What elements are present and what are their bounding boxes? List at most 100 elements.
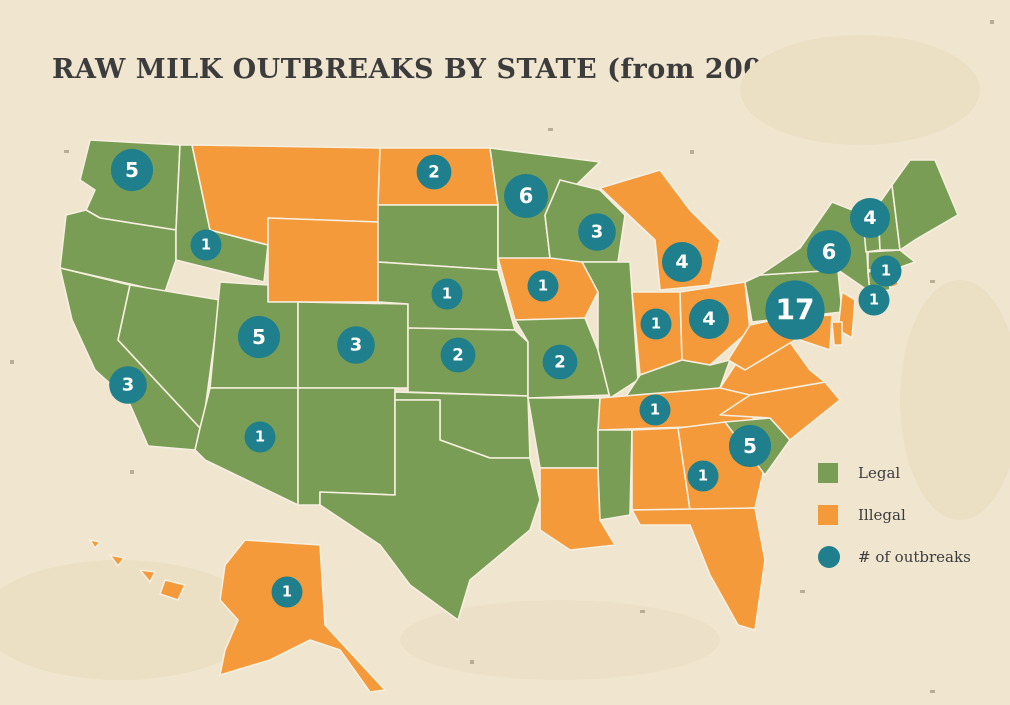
outbreak-circle: [110, 148, 154, 192]
outbreak-circle: [850, 198, 890, 238]
outbreak-count: 4: [863, 207, 876, 229]
outbreak-count: 1: [698, 468, 708, 485]
outbreak-badge-missouri: 2: [542, 344, 578, 380]
outbreak-count: 5: [252, 325, 266, 349]
legend-label-legal: Legal: [858, 464, 901, 482]
outbreak-circle: [431, 278, 463, 310]
outbreak-count: 2: [428, 163, 439, 182]
outbreak-badge-colorado: 3: [337, 326, 375, 364]
outbreak-badge-south-carolina: 5: [728, 424, 772, 468]
outbreak-count: 1: [538, 278, 548, 295]
outbreak-count: 1: [255, 429, 265, 446]
state-new-mexico: [297, 387, 396, 506]
illegal-swatch: [818, 505, 838, 525]
outbreak-badge-connecticut: 1: [858, 284, 890, 316]
outbreak-badge-washington: 5: [110, 148, 154, 192]
outbreak-badge-minnesota: 6: [504, 174, 548, 218]
outbreak-badge-kansas: 2: [440, 337, 476, 373]
outbreak-badge-iowa: 1: [527, 270, 559, 302]
outbreak-badge-alaska: 1: [271, 576, 303, 608]
outbreak-count: 3: [122, 375, 134, 396]
state-wyoming: [267, 217, 379, 303]
state-south-dakota: [377, 204, 499, 271]
legend-item-outbreaks: # of outbreaks: [818, 546, 998, 568]
outbreak-badge-ohio: 4: [689, 299, 729, 339]
outbreak-circle: [728, 424, 772, 468]
outbreak-circle: [858, 284, 890, 316]
outbreak-count: 5: [125, 158, 139, 182]
legend-label-outbreaks: # of outbreaks: [858, 548, 971, 566]
state-hawaii: [89, 539, 186, 601]
outbreak-badge-wisconsin: 3: [578, 213, 616, 251]
state-florida: [631, 507, 766, 631]
outbreak-count: 1: [282, 584, 292, 601]
state-arizona: [194, 387, 299, 506]
outbreak-count: 1: [869, 292, 879, 309]
outbreak-count: 6: [519, 184, 534, 208]
state-texas: [319, 399, 541, 621]
outbreak-circle: [662, 242, 702, 282]
outbreak-circle: [640, 308, 672, 340]
outbreak-count: 1: [881, 263, 891, 280]
outbreak-dot-icon: [818, 546, 840, 568]
outbreak-count: 6: [822, 240, 837, 264]
outbreak-count: 2: [554, 353, 565, 372]
outbreak-circle: [870, 255, 902, 287]
outbreak-circle: [527, 270, 559, 302]
outbreak-circle: [416, 154, 452, 190]
outbreak-count: 1: [201, 237, 211, 254]
outbreak-circle: [237, 315, 281, 359]
background-decoration: [0, 20, 1010, 693]
outbreak-count: 1: [650, 402, 660, 419]
outbreak-badge-michigan: 4: [662, 242, 702, 282]
outbreak-circle: [337, 326, 375, 364]
outbreak-circle: [765, 280, 825, 340]
legend: Legal Illegal # of outbreaks: [818, 462, 998, 588]
outbreak-circle: [109, 366, 147, 404]
legend-item-legal: Legal: [818, 462, 998, 484]
outbreak-badge-idaho: 1: [190, 229, 222, 261]
outbreak-badge-massachusetts: 1: [870, 255, 902, 287]
outbreak-count: 2: [452, 346, 463, 365]
outbreak-circle: [440, 337, 476, 373]
outbreak-circle: [504, 174, 548, 218]
outbreak-count: 17: [775, 294, 814, 327]
state-delaware: [831, 321, 843, 346]
outbreak-circle: [578, 213, 616, 251]
state-alaska: [219, 539, 386, 693]
legend-item-illegal: Illegal: [818, 504, 998, 526]
outbreak-count: 5: [743, 434, 757, 458]
outbreak-badge-georgia: 1: [687, 460, 719, 492]
outbreak-count: 4: [675, 251, 688, 273]
outbreak-circle: [687, 460, 719, 492]
outbreak-badge-tennessee: 1: [639, 394, 671, 426]
outbreak-badge-new-york: 6: [807, 230, 851, 274]
outbreak-count: 1: [442, 286, 452, 303]
outbreak-badge-california: 3: [109, 366, 147, 404]
outbreak-badge-arizona: 1: [244, 421, 276, 453]
state-mississippi: [597, 429, 633, 521]
outbreak-circle: [190, 229, 222, 261]
outbreak-badge-north-dakota: 2: [416, 154, 452, 190]
outbreak-circle: [639, 394, 671, 426]
outbreak-badge-utah: 5: [237, 315, 281, 359]
outbreak-badge-indiana: 1: [640, 308, 672, 340]
legend-label-illegal: Illegal: [858, 506, 906, 524]
outbreak-badge-vermont: 4: [850, 198, 890, 238]
outbreak-count: 1: [651, 316, 661, 333]
outbreak-badge-nebraska: 1: [431, 278, 463, 310]
outbreak-circle: [689, 299, 729, 339]
outbreak-count: 4: [702, 308, 715, 330]
outbreak-circle: [271, 576, 303, 608]
outbreak-circle: [244, 421, 276, 453]
outbreak-count: 3: [350, 335, 362, 356]
outbreak-count: 3: [591, 222, 603, 243]
outbreak-badge-pennsylvania: 17: [765, 280, 825, 340]
outbreak-circle: [807, 230, 851, 274]
legal-swatch: [818, 463, 838, 483]
outbreak-circle: [542, 344, 578, 380]
state-maine: [891, 159, 959, 251]
